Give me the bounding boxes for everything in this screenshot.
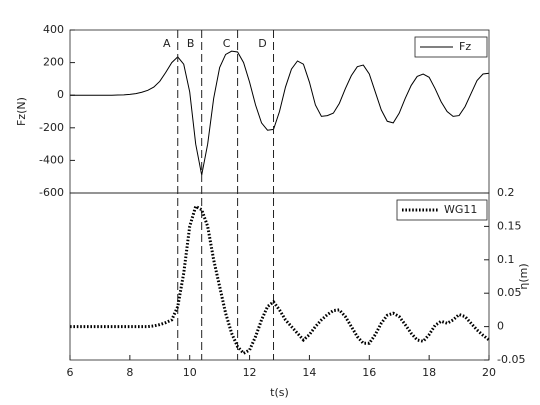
x-tick-label: 6 [67, 366, 74, 379]
x-tick-label: 12 [243, 366, 257, 379]
legend-label: WG11 [444, 203, 477, 216]
legend-box [396, 199, 488, 221]
y-tick-label: -0.05 [497, 353, 525, 366]
y-axis-label: Fz(N) [15, 97, 28, 126]
legend-label: Fz [459, 40, 471, 53]
data-line [70, 204, 490, 356]
y-tick-label: -200 [39, 121, 64, 134]
y-tick-label: 0.1 [497, 253, 515, 266]
data-line [70, 50, 490, 176]
y-tick-label: 0 [497, 320, 504, 333]
y-tick-label: 0.2 [497, 186, 515, 199]
y-tick-label: 400 [43, 23, 64, 36]
x-tick-label: 14 [302, 366, 316, 379]
x-tick-label: 18 [422, 366, 436, 379]
x-axis-label: t(s) [270, 386, 289, 399]
x-tick-label: 20 [482, 366, 496, 379]
marker-label: A [163, 37, 171, 50]
y-tick-label: 0.05 [497, 286, 522, 299]
marker-label: B [187, 37, 195, 50]
x-tick-label: 16 [362, 366, 376, 379]
x-tick-label: 10 [183, 366, 197, 379]
y-tick-label: -600 [39, 186, 64, 199]
x-tick-label: 8 [126, 366, 133, 379]
panel-frame [69, 192, 490, 361]
y-tick-label: 200 [43, 56, 64, 69]
marker-label: D [258, 37, 266, 50]
y-tick-label: 0 [57, 88, 64, 101]
y-tick-label: 0.15 [497, 219, 522, 232]
y-tick-label: -400 [39, 153, 64, 166]
marker-label: C [223, 37, 231, 50]
y-axis-label: η(m) [517, 263, 530, 289]
